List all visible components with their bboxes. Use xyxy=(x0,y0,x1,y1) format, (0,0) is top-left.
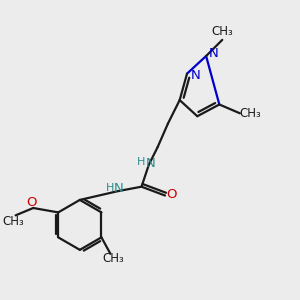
Text: CH₃: CH₃ xyxy=(240,107,261,120)
Text: N: N xyxy=(114,182,124,195)
Text: O: O xyxy=(26,196,37,208)
Text: N: N xyxy=(146,157,156,170)
Text: H: H xyxy=(136,157,145,167)
Text: CH₃: CH₃ xyxy=(2,215,24,228)
Text: CH₃: CH₃ xyxy=(212,26,233,38)
Text: O: O xyxy=(166,188,177,201)
Text: H: H xyxy=(106,183,114,193)
Text: N: N xyxy=(208,47,218,61)
Text: N: N xyxy=(190,70,200,83)
Text: CH₃: CH₃ xyxy=(102,252,124,265)
